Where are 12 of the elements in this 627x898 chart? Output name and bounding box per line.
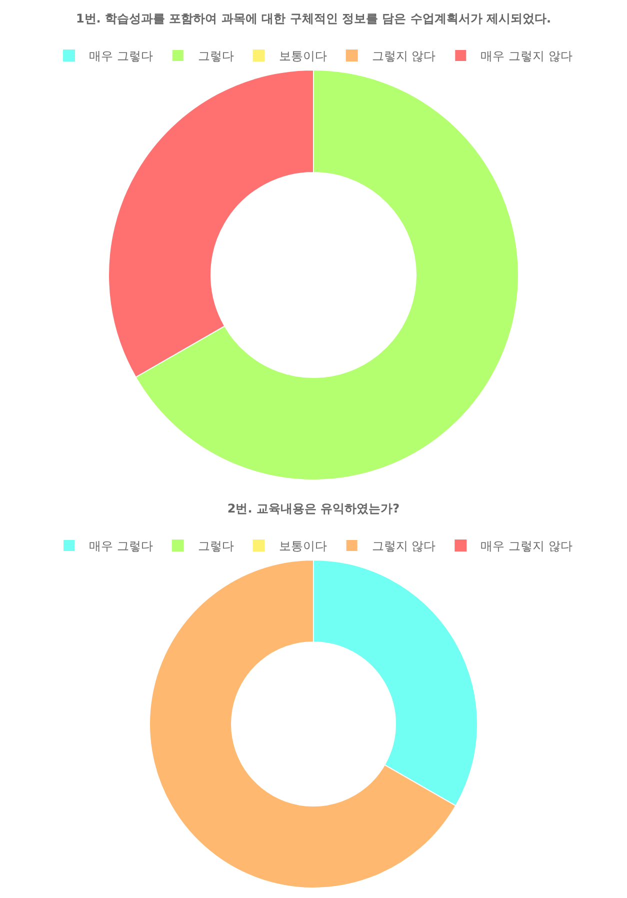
legend-label: 보통이다	[278, 539, 327, 554]
legend-label: 그렇다	[198, 49, 234, 64]
legend-label: 매우 그렇다	[89, 49, 153, 64]
legend-label: 그렇지 않다	[372, 49, 436, 64]
legend-label: 그렇다	[198, 539, 234, 554]
chart-title: 2번. 교육내용은 유익하였는가?	[227, 501, 400, 516]
chart-title: 1번. 학습성과를 포함하여 과목에 대한 구체적인 정보를 담은 수업계획서가 제시되었다.	[76, 11, 552, 26]
legend-label: 매우 그렇다	[89, 539, 153, 554]
legend-label: 그렇지 않다	[372, 539, 436, 554]
legend-label: 매우 그렇지 않다	[480, 539, 572, 554]
legend-label: 매우 그렇지 않다	[480, 49, 572, 64]
legend-label: 보통이다	[278, 49, 327, 64]
